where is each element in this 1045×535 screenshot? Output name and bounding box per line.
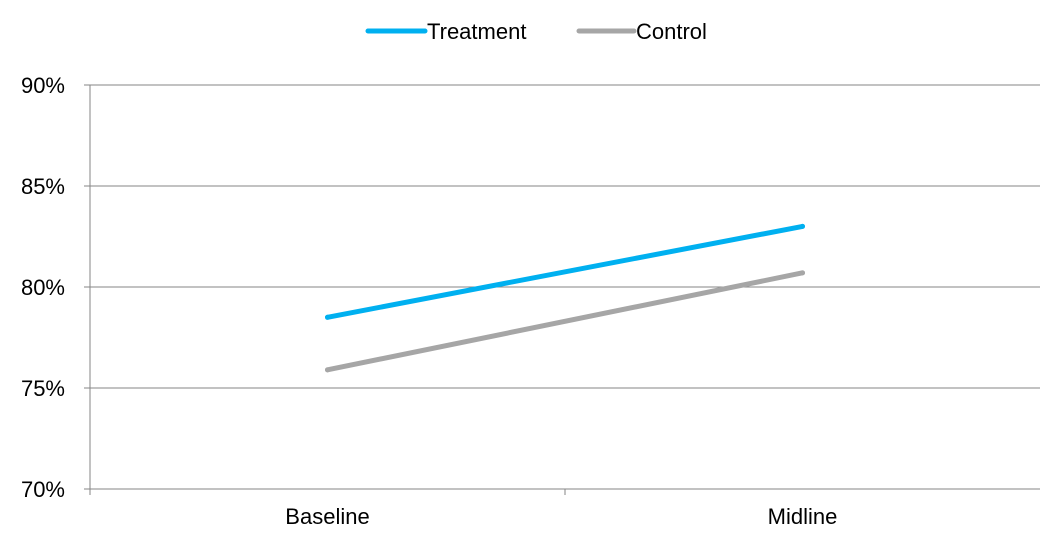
- data-point-treatment: [800, 223, 805, 229]
- legend-label-control: Control: [636, 19, 707, 44]
- x-axis-ticks: Baseline Midline: [89, 489, 838, 529]
- series-lines: [325, 223, 805, 373]
- y-tick-label: 80%: [21, 275, 65, 300]
- y-tick-label: 90%: [21, 73, 65, 98]
- data-point-control: [800, 270, 805, 276]
- y-axis-ticks: 70% 75% 80% 85% 90%: [21, 73, 90, 502]
- data-point-treatment: [325, 314, 330, 320]
- y-tick-label: 75%: [21, 376, 65, 401]
- legend: Treatment Control: [365, 19, 707, 44]
- y-tick-label: 70%: [21, 477, 65, 502]
- data-point-control: [325, 367, 330, 373]
- series-line-treatment: [325, 223, 805, 320]
- gridlines: [90, 84, 1040, 389]
- series-line-control: [325, 270, 805, 373]
- y-tick-label: 85%: [21, 174, 65, 199]
- x-tick-label: Midline: [768, 504, 838, 529]
- legend-label-treatment: Treatment: [427, 19, 526, 44]
- x-tick-label: Baseline: [285, 504, 369, 529]
